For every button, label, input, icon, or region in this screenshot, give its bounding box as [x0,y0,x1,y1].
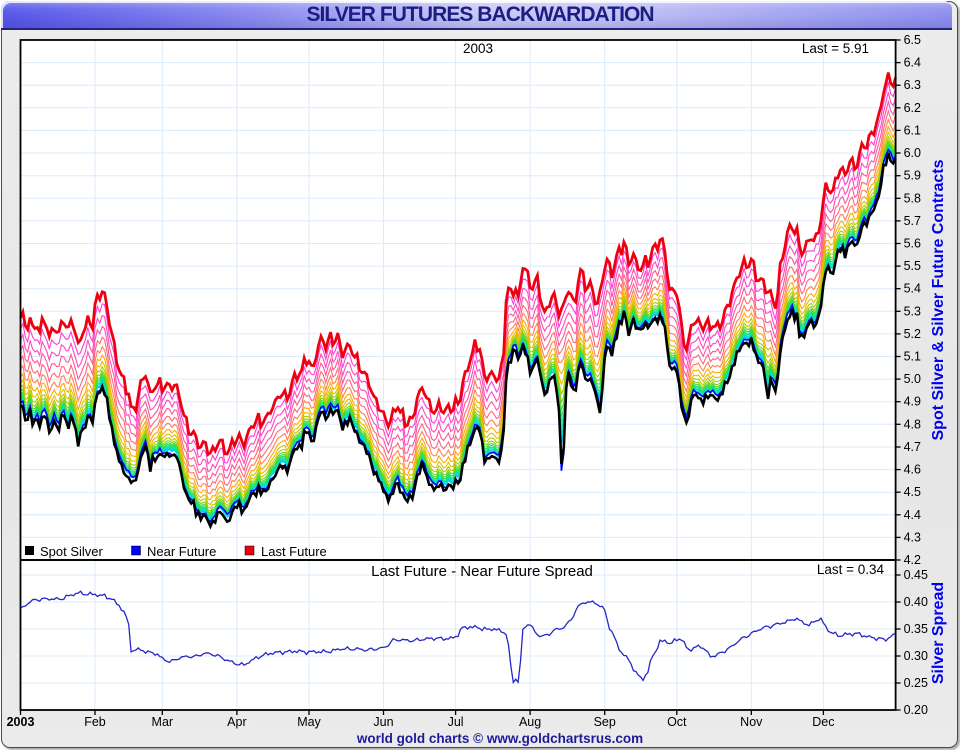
svg-text:May: May [297,715,321,729]
svg-text:5.9: 5.9 [904,169,921,183]
svg-text:5.3: 5.3 [904,304,921,318]
svg-text:Last Future: Last Future [261,544,327,559]
svg-text:6.2: 6.2 [904,101,921,115]
svg-text:5.6: 5.6 [904,237,921,251]
svg-text:0.25: 0.25 [904,676,928,690]
svg-text:Jun: Jun [373,715,393,729]
svg-text:4.3: 4.3 [904,530,921,544]
svg-text:Jul: Jul [448,715,464,729]
svg-text:4.9: 4.9 [904,395,921,409]
svg-text:2003: 2003 [463,41,493,56]
svg-text:Last = 0.34: Last = 0.34 [817,562,885,577]
svg-text:5.2: 5.2 [904,327,921,341]
svg-text:Dec: Dec [812,715,834,729]
svg-text:4.4: 4.4 [904,508,921,522]
svg-text:0.20: 0.20 [904,703,928,717]
svg-text:0.40: 0.40 [904,595,928,609]
svg-text:Last Future - Near Future Spre: Last Future - Near Future Spread [371,563,593,580]
svg-text:5.8: 5.8 [904,191,921,205]
svg-text:Feb: Feb [84,715,106,729]
svg-text:6.4: 6.4 [904,56,921,70]
svg-text:5.1: 5.1 [904,350,921,364]
svg-text:Nov: Nov [740,715,763,729]
svg-text:6.3: 6.3 [904,78,921,92]
svg-text:0.30: 0.30 [904,649,928,663]
svg-text:Silver Spread: Silver Spread [930,582,947,684]
svg-text:Sep: Sep [594,715,616,729]
svg-text:Spot Silver: Spot Silver [40,544,104,559]
svg-text:5.4: 5.4 [904,282,921,296]
svg-text:0.45: 0.45 [904,568,928,582]
svg-text:6.0: 6.0 [904,146,921,160]
svg-text:4.5: 4.5 [904,485,921,499]
svg-text:2003: 2003 [7,715,35,729]
svg-text:4.2: 4.2 [904,553,921,567]
svg-text:Oct: Oct [667,715,687,729]
svg-text:6.5: 6.5 [904,33,921,47]
svg-text:5.0: 5.0 [904,372,921,386]
svg-text:world gold charts © www.goldch: world gold charts © www.goldchartsrus.co… [356,731,643,746]
svg-text:4.7: 4.7 [904,440,921,454]
svg-text:6.1: 6.1 [904,123,921,137]
svg-text:Spot Silver & Silver Future Co: Spot Silver & Silver Future Contracts [930,159,947,440]
svg-text:Mar: Mar [152,715,174,729]
svg-text:4.6: 4.6 [904,463,921,477]
svg-text:4.8: 4.8 [904,417,921,431]
svg-text:Last = 5.91: Last = 5.91 [802,41,869,56]
svg-text:0.35: 0.35 [904,622,928,636]
svg-text:Apr: Apr [227,715,246,729]
svg-text:5.5: 5.5 [904,259,921,273]
svg-text:Near Future: Near Future [147,544,216,559]
svg-text:Aug: Aug [519,715,541,729]
svg-text:5.7: 5.7 [904,214,921,228]
